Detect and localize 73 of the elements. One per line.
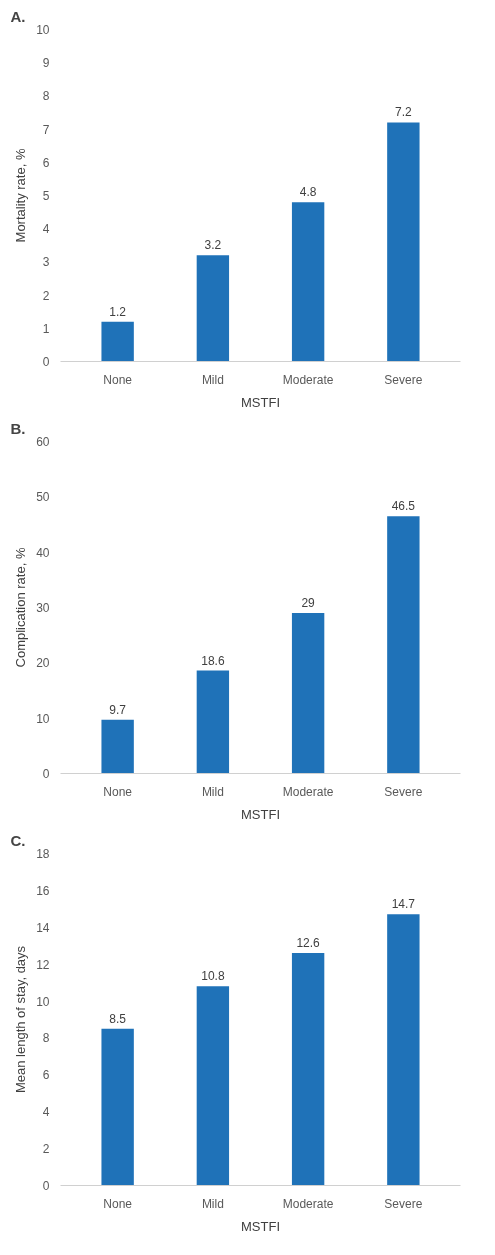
y-tick-label: 4 <box>42 222 50 237</box>
y-tick-label: 0 <box>42 355 50 369</box>
y-tick-label: 16 <box>36 883 50 898</box>
data-label: 46.5 <box>391 499 416 514</box>
x-tick-label: None <box>103 372 133 387</box>
y-tick-label: 10 <box>36 23 50 37</box>
y-tick-label: 40 <box>36 545 50 560</box>
x-tick-label: Moderate <box>282 1196 334 1211</box>
y-tick-label: 6 <box>42 155 50 170</box>
x-tick-label: Mild <box>201 784 224 799</box>
y-tick-label: 1 <box>42 321 50 336</box>
y-tick-label: 60 <box>36 435 50 449</box>
y-tick-label: 5 <box>42 189 50 203</box>
data-label: 14.7 <box>391 897 416 912</box>
x-tick-label: None <box>103 1196 133 1211</box>
data-label: 9.7 <box>109 702 127 717</box>
x-axis-title: MSTFI <box>241 1218 280 1234</box>
x-tick-label: Mild <box>201 1196 224 1211</box>
y-tick-label: 3 <box>42 255 50 270</box>
y-tick-label: 7 <box>42 122 50 137</box>
bar <box>101 719 134 774</box>
y-tick-label: 20 <box>36 656 50 671</box>
y-tick-label: 0 <box>42 1179 50 1193</box>
bar <box>101 321 134 362</box>
y-tick-label: 8 <box>42 89 50 104</box>
data-label: 7.2 <box>395 105 413 120</box>
chart-title: C. <box>10 831 26 849</box>
data-label: 12.6 <box>296 936 321 951</box>
x-tick-label: Moderate <box>282 784 334 799</box>
y-tick-label: 10 <box>36 994 50 1009</box>
x-tick-label: Mild <box>201 372 224 387</box>
y-tick-label: 18 <box>36 847 50 861</box>
y-axis-title: Mortality rate, % <box>13 148 29 243</box>
bar <box>291 202 325 362</box>
y-tick-label: 8 <box>42 1031 50 1046</box>
x-tick-label: Severe <box>384 1196 423 1211</box>
data-label: 18.6 <box>201 653 225 668</box>
bar <box>387 914 420 1186</box>
data-label: 1.2 <box>109 304 127 319</box>
y-tick-label: 12 <box>36 957 50 972</box>
y-tick-label: 9 <box>42 56 50 71</box>
bar <box>291 953 325 1186</box>
data-label: 3.2 <box>204 238 222 253</box>
x-tick-label: None <box>103 784 133 799</box>
bar <box>196 255 230 362</box>
y-tick-label: 14 <box>36 920 50 935</box>
bar <box>196 670 230 774</box>
y-tick-label: 10 <box>36 711 50 726</box>
y-tick-label: 50 <box>36 490 50 505</box>
chart-title: A. <box>10 7 26 25</box>
data-label: 4.8 <box>299 185 317 200</box>
x-axis-title: MSTFI <box>241 806 280 822</box>
x-tick-label: Severe <box>384 372 423 387</box>
y-tick-label: 6 <box>42 1068 50 1083</box>
bar <box>196 986 230 1186</box>
data-label: 8.5 <box>109 1011 127 1026</box>
bar <box>387 122 420 362</box>
y-tick-label: 2 <box>42 288 50 303</box>
y-tick-label: 4 <box>42 1105 50 1120</box>
data-label: 10.8 <box>201 969 225 984</box>
bar <box>291 613 325 774</box>
x-tick-label: Severe <box>384 784 423 799</box>
y-tick-label: 30 <box>36 601 50 615</box>
chart-title: B. <box>10 419 26 437</box>
bar <box>101 1028 134 1186</box>
x-axis-title: MSTFI <box>241 394 280 410</box>
y-axis-title: Mean length of stay, days <box>13 945 29 1094</box>
bar <box>387 516 420 774</box>
data-label: 29 <box>301 596 316 611</box>
x-tick-label: Moderate <box>282 372 334 387</box>
y-tick-label: 0 <box>42 767 50 781</box>
y-tick-label: 2 <box>42 1142 50 1157</box>
y-axis-title: Complication rate, % <box>13 547 29 668</box>
